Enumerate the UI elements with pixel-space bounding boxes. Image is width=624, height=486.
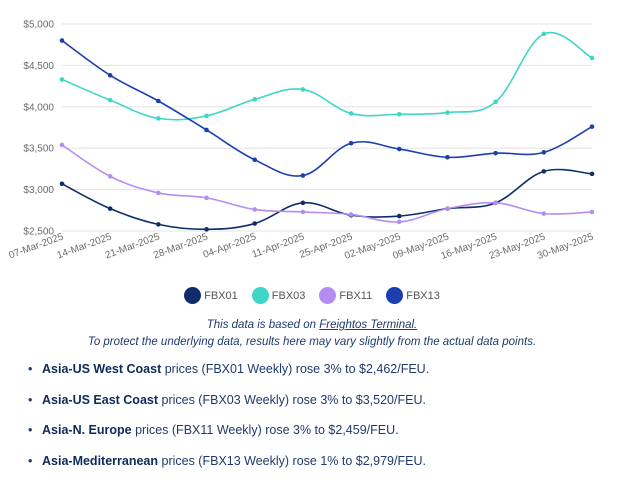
chart-legend: FBX01 FBX03 FBX11 FBX13 [0,287,624,304]
series-line-fbx13 [61,39,593,177]
data-point-fbx01 [252,221,258,226]
data-point-fbx01 [396,213,402,219]
data-point-fbx11 [445,206,450,211]
data-point-fbx11 [156,190,161,196]
data-point-fbx11 [541,211,547,216]
legend-label-fbx13: FBX13 [406,289,440,302]
data-point-fbx01 [300,200,306,206]
data-point-fbx13 [589,124,595,129]
list-item: Asia-Mediterranean prices (FBX13 Weekly)… [28,454,429,485]
legend-label-fbx01: FBX01 [204,289,238,302]
data-point-fbx03 [59,77,65,82]
route-change: prices (FBX13 Weekly) rose 1% to $2,979/… [158,453,426,468]
x-tick-label: 28-Mar-2025 [152,231,210,261]
route-name: Asia-US West Coast [42,362,162,376]
data-point-fbx01 [59,181,65,187]
data-point-fbx13 [396,146,402,152]
series-line-fbx01 [61,168,593,231]
y-tick-label: $2,500 [23,227,54,238]
list-item: Asia-US West Coast prices (FBX01 Weekly)… [28,362,429,393]
note-line-1: This data is based on Freightos Terminal… [0,317,624,334]
legend-swatch-fbx13 [386,287,404,304]
price-summary-list: Asia-US West Coast prices (FBX01 Weekly)… [28,362,429,484]
legend-item-fbx03[interactable]: FBX03 [251,287,306,304]
data-point-fbx11 [59,142,65,148]
y-tick-label: $3,500 [23,144,54,155]
data-point-fbx13 [445,155,450,160]
data-point-fbx13 [156,98,161,104]
data-point-fbx11 [107,174,113,179]
data-point-fbx03 [252,97,258,102]
data-point-fbx13 [300,173,306,178]
x-tick-label: 11-Apr-2025 [251,231,307,260]
freightos-terminal-link[interactable]: Freightos Terminal. [319,319,418,331]
route-change: prices (FBX11 Weekly) rose 3% to $2,459/… [131,423,399,437]
list-item: Asia-N. Europe prices (FBX11 Weekly) ros… [28,423,429,454]
series-line-fbx11 [61,144,593,223]
legend-label-fbx11: FBX11 [339,289,373,302]
data-point-fbx11 [252,207,258,212]
line-chart: $2,500$3,000$3,500$4,000$4,500$5,00007-M… [7,20,596,262]
data-point-fbx13 [204,127,209,133]
legend-swatch-fbx03 [251,287,269,304]
data-point-fbx01 [204,227,209,232]
legend-item-fbx11[interactable]: FBX11 [319,287,372,304]
data-point-fbx01 [589,171,595,177]
data-point-fbx03 [156,116,161,121]
data-point-fbx03 [396,111,402,117]
data-point-fbx03 [348,111,354,116]
note-line-2: To protect the underlying data, results … [87,336,537,348]
x-tick-label: 04-Apr-2025 [202,231,258,260]
data-point-fbx13 [107,73,113,78]
data-point-fbx11 [300,209,306,215]
data-point-fbx03 [589,55,595,61]
data-point-fbx03 [107,97,113,103]
legend-item-fbx13[interactable]: FBX13 [386,287,440,304]
legend-swatch-fbx11 [319,287,337,304]
data-point-fbx01 [156,222,161,227]
legend-item-fbx01[interactable]: FBX01 [184,287,238,304]
data-point-fbx13 [541,150,547,155]
route-change: prices (FBX01 Weekly) rose 3% to $2,462/… [161,362,430,376]
note-prefix: This data is based on [206,319,320,331]
list-item: Asia-US East Coast prices (FBX03 Weekly)… [28,393,429,424]
data-point-fbx03 [541,31,547,37]
route-change: prices (FBX03 Weekly) rose 3% to $3,520/… [158,392,426,407]
route-name: Asia-US East Coast [42,392,159,407]
data-point-fbx03 [300,87,306,92]
data-point-fbx11 [396,219,402,225]
data-point-fbx11 [493,200,498,206]
data-point-fbx11 [348,212,354,217]
y-tick-label: $4,500 [23,61,54,72]
data-point-fbx11 [204,195,209,201]
legend-swatch-fbx01 [184,287,202,304]
data-point-fbx01 [107,206,113,211]
data-point-fbx11 [589,209,595,215]
data-point-fbx13 [59,38,65,43]
y-tick-label: $5,000 [23,20,54,31]
data-point-fbx03 [445,110,450,115]
legend-label-fbx03: FBX03 [271,289,306,302]
data-point-fbx01 [541,169,547,174]
y-tick-label: $3,000 [23,185,54,196]
data-point-fbx03 [204,113,209,119]
x-tick-label: 30-May-2025 [536,231,596,262]
route-name: Asia-Mediterranean [42,453,159,468]
data-point-fbx03 [493,99,498,105]
data-point-fbx13 [493,150,498,156]
route-name: Asia-N. Europe [42,423,132,437]
data-point-fbx13 [252,157,258,163]
y-tick-label: $4,000 [23,102,54,113]
data-source-note: This data is based on Freightos Terminal… [0,317,624,351]
data-point-fbx13 [348,140,354,146]
